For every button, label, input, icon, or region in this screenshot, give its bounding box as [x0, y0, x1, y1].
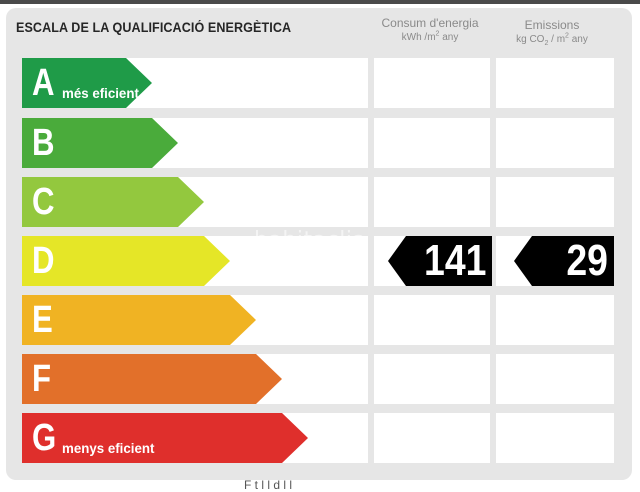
arrow-fill — [22, 118, 178, 168]
rating-letter: G — [32, 417, 57, 459]
rating-arrow-c: C — [22, 177, 204, 227]
consum-cell — [374, 118, 490, 168]
arrow-shape — [22, 177, 204, 227]
rating-row-b: B — [0, 118, 640, 168]
arrow-shape — [22, 354, 282, 404]
rating-arrow-f: F — [22, 354, 282, 404]
column-header-consum: Consum d'energia kWh /m2 any — [370, 16, 490, 43]
emissions-value-tag: 29 — [514, 236, 614, 286]
footer-partial-text: F t l l d l l — [244, 478, 293, 492]
value-tag-fill — [514, 236, 614, 286]
emissions-unit: kg CO2 / m2 any — [516, 32, 588, 47]
rating-letter: F — [32, 358, 52, 400]
arrow-fill — [22, 413, 308, 463]
consum-cell — [374, 177, 490, 227]
emissions-label: Emissions — [524, 18, 580, 32]
arrow-fill — [22, 58, 152, 108]
rating-row-c: C — [0, 177, 640, 227]
emissions-cell — [496, 295, 614, 345]
arrow-fill — [22, 177, 204, 227]
emissions-cell — [496, 58, 614, 108]
watermark: habitaclia — [254, 228, 367, 253]
emissions-cell — [496, 354, 614, 404]
consum-cell — [374, 413, 490, 463]
value-tag-fill — [388, 236, 492, 286]
top-divider — [0, 0, 640, 4]
arrow-shape — [22, 295, 256, 345]
value-tag-shape — [388, 236, 492, 286]
emissions-cell — [496, 177, 614, 227]
column-header-emissions: Emissions kg CO2 / m2 any — [492, 18, 612, 47]
rating-letter: E — [32, 299, 53, 341]
arrow-fill — [22, 295, 256, 345]
rating-letter: C — [32, 181, 55, 223]
rating-row-f: F — [0, 354, 640, 404]
rating-letter: A — [32, 62, 55, 104]
rating-row-e: E — [0, 295, 640, 345]
consum-unit: kWh /m2 any — [401, 30, 459, 43]
consum-cell — [374, 58, 490, 108]
arrow-shape — [22, 118, 178, 168]
rating-letter: D — [32, 240, 55, 282]
rating-row-d: D 141 29 — [0, 236, 640, 286]
consum-value-tag: 141 — [388, 236, 492, 286]
value-tag-shape — [514, 236, 614, 286]
consum-label: Consum d'energia — [381, 16, 479, 30]
arrow-fill — [22, 354, 282, 404]
consum-cell — [374, 354, 490, 404]
rating-arrow-d: D — [22, 236, 230, 286]
arrow-shape — [22, 58, 152, 108]
arrow-fill — [22, 236, 230, 286]
rating-letter: B — [32, 122, 55, 164]
consum-cell — [374, 295, 490, 345]
rating-arrow-b: B — [22, 118, 178, 168]
arrow-shape — [22, 413, 308, 463]
arrow-shape — [22, 236, 230, 286]
page-title: ESCALA DE LA QUALIFICACIÓ ENERGÈTICA — [16, 20, 292, 35]
rating-sublabel: més eficient — [62, 85, 139, 101]
rating-sublabel: menys eficient — [62, 440, 155, 456]
emissions-cell — [496, 118, 614, 168]
value-text: 29 — [566, 236, 608, 285]
rating-arrow-e: E — [22, 295, 256, 345]
emissions-cell — [496, 413, 614, 463]
value-text: 141 — [423, 236, 486, 285]
